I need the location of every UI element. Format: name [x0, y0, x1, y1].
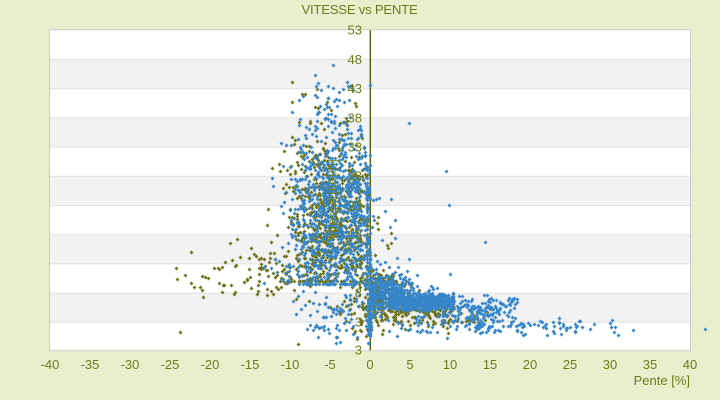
svg-text:-15: -15	[241, 357, 260, 372]
svg-text:48: 48	[348, 52, 362, 67]
svg-text:25: 25	[563, 357, 577, 372]
svg-text:38: 38	[348, 110, 362, 125]
svg-text:13: 13	[348, 256, 362, 271]
svg-text:Vitesse [km/h]: Vitesse [km/h]	[325, 159, 340, 240]
svg-text:-35: -35	[81, 357, 100, 372]
svg-text:3: 3	[355, 343, 362, 358]
svg-text:VITESSE vs PENTE: VITESSE vs PENTE	[301, 2, 417, 17]
svg-text:3: 3	[355, 315, 362, 330]
svg-text:-20: -20	[201, 357, 220, 372]
svg-text:33: 33	[348, 140, 362, 155]
svg-text:18: 18	[348, 227, 362, 242]
svg-text:8: 8	[355, 286, 362, 301]
svg-text:-40: -40	[41, 357, 60, 372]
svg-text:53: 53	[348, 23, 362, 38]
svg-text:43: 43	[348, 81, 362, 96]
svg-text:Pente [%]: Pente [%]	[634, 373, 690, 388]
svg-text:15: 15	[483, 357, 497, 372]
svg-text:-10: -10	[281, 357, 300, 372]
svg-text:28: 28	[348, 169, 362, 184]
svg-text:10: 10	[443, 357, 457, 372]
svg-text:5: 5	[406, 357, 413, 372]
svg-text:23: 23	[348, 198, 362, 213]
svg-text:-5: -5	[324, 357, 336, 372]
svg-text:35: 35	[643, 357, 657, 372]
svg-text:0: 0	[366, 357, 373, 372]
svg-text:-25: -25	[161, 357, 180, 372]
svg-text:30: 30	[603, 357, 617, 372]
svg-text:20: 20	[523, 357, 537, 372]
svg-text:-30: -30	[121, 357, 140, 372]
svg-text:40: 40	[683, 357, 697, 372]
